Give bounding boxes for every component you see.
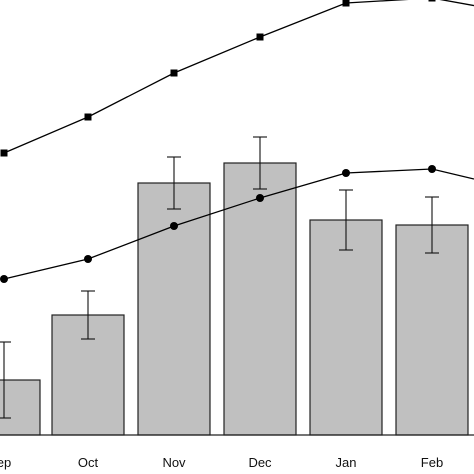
point-circle-oct (84, 255, 92, 263)
bar-sep (0, 379, 41, 436)
point-square-nov (170, 69, 178, 77)
point-square-oct (84, 113, 92, 121)
bar-jan (309, 219, 383, 436)
x-tick-label-dec: Dec (248, 455, 272, 470)
point-square-feb (428, 0, 436, 2)
point-circle-jan (342, 169, 350, 177)
point-square-jan (342, 0, 350, 7)
point-circle-dec (256, 194, 264, 202)
series-line-square (3, 0, 474, 154)
bar-feb (395, 224, 469, 436)
point-circle-feb (428, 165, 436, 173)
bar-nov (137, 182, 211, 436)
bar-dec (223, 162, 297, 436)
x-tick-label-oct: Oct (78, 455, 99, 470)
point-circle-sep (0, 275, 8, 283)
point-circle-nov (170, 222, 178, 230)
point-square-dec (256, 33, 264, 41)
x-tick-label-jan: Jan (336, 455, 357, 470)
x-tick-label-sep: ep (0, 455, 11, 470)
x-tick-label-nov: Nov (162, 455, 186, 470)
point-square-sep (0, 149, 8, 157)
x-tick-label-feb: Feb (421, 455, 443, 470)
